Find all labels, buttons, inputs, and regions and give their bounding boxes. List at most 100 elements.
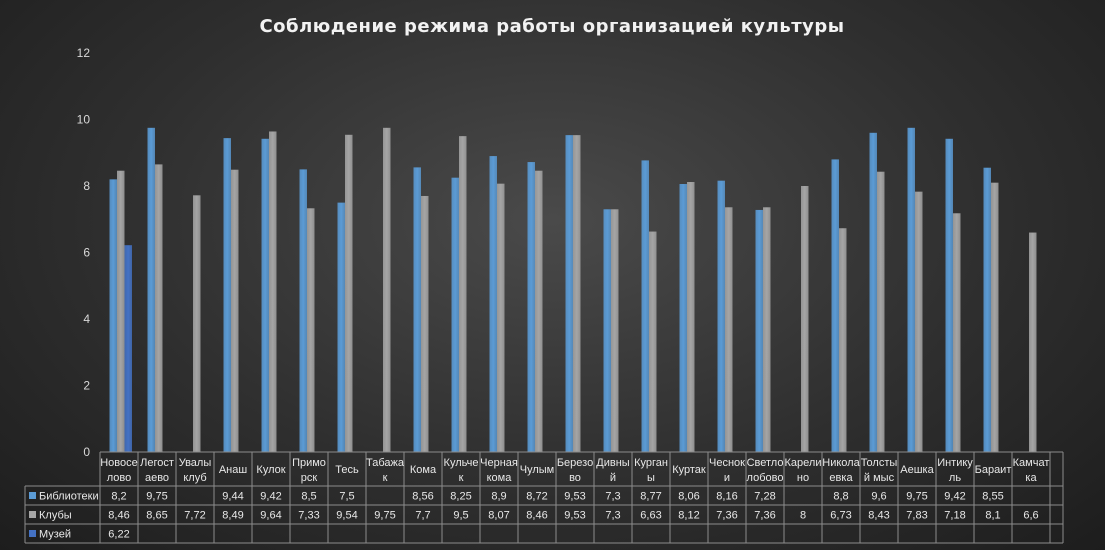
data-label: 8,2 [111, 491, 126, 503]
data-label: 7,72 [184, 510, 205, 522]
data-label: 8,25 [450, 491, 471, 503]
legend-key [29, 530, 36, 537]
data-label: 6,22 [108, 529, 129, 541]
data-label: 9,64 [260, 510, 281, 522]
legend-key [29, 492, 36, 499]
data-label: 8,8 [833, 491, 848, 503]
category-label: Бараит [975, 464, 1012, 476]
data-label: 8,65 [146, 510, 167, 522]
bar-libraries [299, 169, 307, 452]
bar-clubs [535, 170, 543, 452]
data-label: 8,56 [412, 491, 433, 503]
data-label: 8,72 [526, 491, 547, 503]
category-label: Никола евка [822, 457, 860, 484]
data-label: 8,55 [982, 491, 1003, 503]
data-label: 8,5 [301, 491, 316, 503]
bar-libraries [603, 209, 611, 452]
bar-clubs [155, 164, 163, 452]
bar-libraries [831, 159, 839, 452]
category-label: Карели но [785, 457, 822, 484]
data-label: 9,75 [146, 491, 167, 503]
bar-libraries [945, 138, 953, 452]
bar-libraries [109, 179, 117, 452]
data-label: 6,6 [1023, 510, 1038, 522]
y-tick-label: 6 [83, 246, 90, 260]
data-label: 9,53 [564, 491, 585, 503]
category-label: Новосе лово [100, 457, 138, 484]
bar-libraries [527, 162, 535, 452]
category-label: Толсты й мыс [861, 457, 898, 484]
bar-clubs [345, 134, 353, 453]
data-label: 8,16 [716, 491, 737, 503]
data-label: 8,46 [526, 510, 547, 522]
data-label: 7,3 [605, 510, 620, 522]
category-label: Кульче к [444, 457, 479, 484]
bar-clubs [611, 209, 619, 452]
bar-libraries [261, 138, 269, 452]
data-label: 7,5 [339, 491, 354, 503]
bar-clubs [573, 135, 581, 452]
category-label: Легост аево [140, 457, 174, 484]
category-label: Чулым [520, 464, 554, 476]
y-tick-label: 0 [83, 445, 90, 459]
data-label: 6,63 [640, 510, 661, 522]
category-label: Кулок [256, 464, 285, 476]
data-label: 9,75 [906, 491, 927, 503]
y-tick-label: 12 [77, 46, 91, 60]
category-label: Курган ы [634, 457, 668, 484]
data-label: 8,1 [985, 510, 1000, 522]
y-tick-label: 8 [83, 179, 90, 193]
bar-libraries [147, 127, 155, 452]
bars [109, 127, 1037, 453]
data-label: 8,43 [868, 510, 889, 522]
bar-libraries [489, 156, 497, 452]
data-label: 7,33 [298, 510, 319, 522]
category-label: Куртак [672, 464, 706, 476]
data-label: 8,06 [678, 491, 699, 503]
bar-clubs [421, 195, 429, 452]
bar-clubs [801, 186, 809, 452]
data-label: 9,42 [944, 491, 965, 503]
bar-clubs [953, 213, 961, 452]
data-label: 9,42 [260, 491, 281, 503]
legend-label: Музей [39, 529, 71, 541]
category-label: Анаш [219, 464, 248, 476]
category-label: Дивны й [596, 457, 630, 484]
bar-clubs [459, 136, 467, 452]
bar-clubs [231, 169, 239, 452]
bar-libraries [641, 160, 649, 452]
bar-libraries [907, 127, 915, 452]
data-label: 7,3 [605, 491, 620, 503]
bar-clubs [877, 171, 885, 452]
category-label: Чеснок и [709, 457, 745, 484]
bar-clubs [649, 231, 657, 452]
category-label: Аешка [900, 464, 934, 476]
data-label: 9,54 [336, 510, 357, 522]
data-label: 8 [800, 510, 806, 522]
category-label: Примо рск [292, 457, 326, 484]
category-label: Табажа к [366, 457, 405, 484]
bar-libraries [983, 167, 991, 452]
data-label: 7,28 [754, 491, 775, 503]
bar-clubs [269, 131, 277, 452]
bar-libraries [679, 184, 687, 452]
bar-libraries [413, 167, 421, 452]
bar-clubs [117, 170, 125, 452]
y-tick-label: 10 [77, 113, 91, 127]
bar-libraries [451, 177, 459, 452]
data-label: 7,83 [906, 510, 927, 522]
data-label: 7,7 [415, 510, 430, 522]
bar-libraries [337, 202, 345, 452]
y-tick-label: 4 [83, 312, 90, 326]
bar-clubs [1029, 232, 1037, 452]
data-label: 9,53 [564, 510, 585, 522]
category-label: Светло лобово [747, 457, 784, 484]
bar-museum [124, 245, 132, 452]
bar-clubs [687, 182, 695, 452]
bar-libraries [565, 135, 573, 452]
bar-clubs [991, 182, 999, 453]
bar-libraries [717, 180, 725, 452]
data-label: 8,77 [640, 491, 661, 503]
